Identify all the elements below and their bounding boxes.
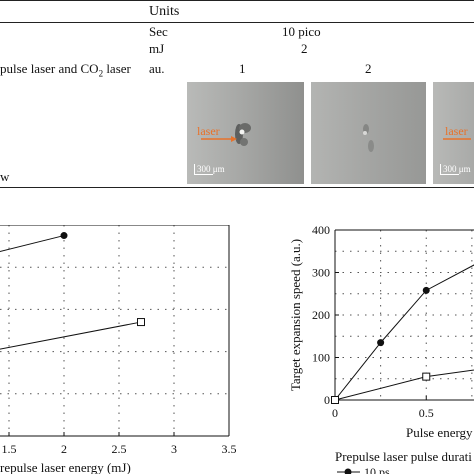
left-series-1-point [137, 318, 145, 327]
right-x-tick-label: 0 [332, 406, 338, 420]
scale-label-1: 300 μm [197, 164, 225, 174]
laser-label-1: laser [197, 124, 220, 138]
right-series-1-line [334, 369, 474, 401]
shadowgraph-photo-3: laser 300 μm [433, 82, 474, 184]
row-energy-unit: mJ [149, 41, 165, 56]
legend-entry-10ps: 10 ps [364, 465, 390, 474]
left-x-tick-label: 2 [61, 442, 67, 456]
row-energy-value: 2 [301, 41, 308, 56]
row-duration-unit: Sec [149, 24, 168, 39]
left-series-0-point [60, 232, 68, 240]
legend-title: Prepulse laser pulse durati [335, 449, 472, 464]
right-series-0-line [334, 264, 474, 401]
laser-label-3: laser [445, 124, 468, 138]
right-y-axis-label: Target expansion speed (a.u.) [288, 239, 303, 391]
right-series-0-point [422, 286, 430, 294]
right-x-axis-label: Pulse energy [406, 425, 473, 440]
table-bottom-rule [0, 187, 474, 188]
plasma-spot-2 [363, 124, 374, 152]
row-image-label: pulse laser and CO2 laser [0, 61, 131, 79]
left-x-tick-label: 1.5 [2, 442, 17, 456]
units-header: Units [149, 4, 180, 19]
row-duration-value: 10 pico [282, 24, 321, 39]
shadowgraph-photo-1: laser 300 μm [187, 82, 304, 184]
right-y-tick-label: 200 [312, 308, 330, 322]
right-y-tick-label: 400 [312, 223, 330, 237]
left-x-tick-label: 3.5 [222, 442, 237, 456]
image-number-2: 2 [365, 61, 372, 76]
right-y-tick-label: 300 [312, 266, 330, 280]
right-y-tick-label: 100 [312, 351, 330, 365]
left-series-1-line [0, 321, 142, 350]
left-x-axis-label: repulse laser energy (mJ) [0, 460, 131, 474]
laser-arrow-3 [443, 138, 471, 140]
right-series-1-point [422, 372, 431, 381]
table-header-rule [0, 22, 474, 23]
left-x-tick-label: 3 [171, 442, 177, 456]
scale-label-3: 300 μm [443, 164, 471, 174]
scale-bar-1 [194, 164, 213, 175]
right-x-tick-label: 0.5 [419, 406, 434, 420]
image-number-1: 1 [239, 61, 246, 76]
row-image-unit: au. [149, 61, 165, 76]
right-series-0-point [377, 339, 385, 347]
left-series-0-line [0, 235, 65, 253]
plasma-spot-1 [201, 123, 251, 146]
left-x-tick-label: 2.5 [112, 442, 127, 456]
shadowgraph-photo-2 [311, 82, 426, 184]
right-series-1-point [331, 396, 339, 404]
left-line-chart: 1.5 2 2.5 3 3.5 repulse laser energy (mJ) [0, 225, 237, 474]
right-y-tick-label: 0 [324, 393, 330, 407]
table-top-rule [0, 0, 474, 1]
legend-marker-10ps [344, 468, 352, 474]
row-w-label: w [0, 169, 10, 184]
scale-bar-3 [440, 164, 459, 175]
